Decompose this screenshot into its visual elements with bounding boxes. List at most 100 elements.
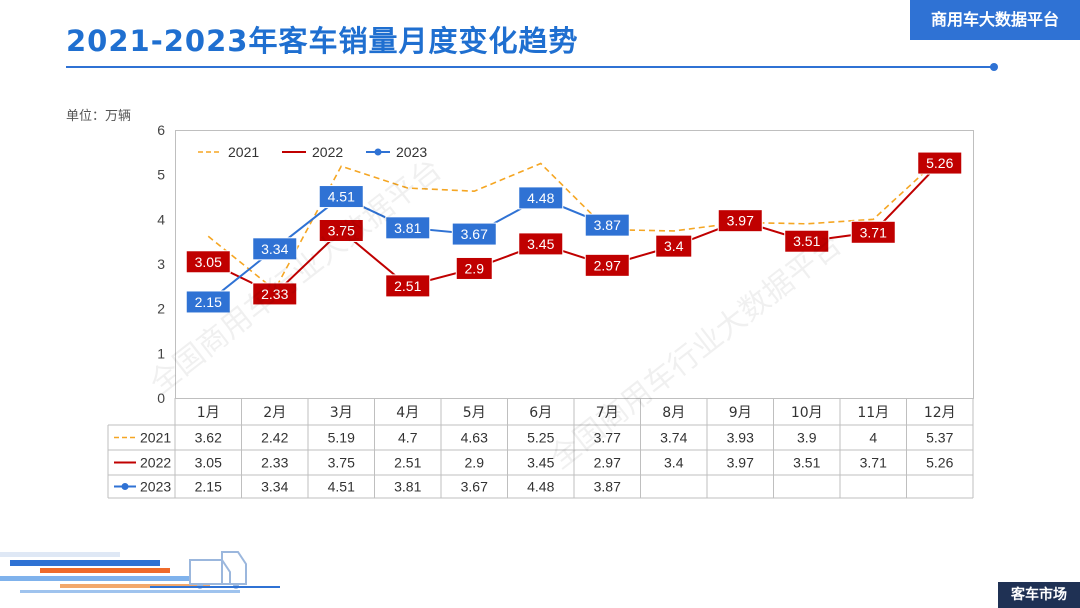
table-row-2021: 2021 3.62 2.42 5.19 4.7 4.63 5.25 3.77 3.74 3.93 3… (114, 430, 954, 446)
table-cell: 3.77 (594, 430, 621, 446)
svg-text:3.67: 3.67 (461, 226, 488, 242)
unit-label: 单位：万辆 (66, 109, 132, 124)
watermark: 全国商用车行业大数据平台 全国商用车行业大数据平台 (143, 152, 848, 476)
table-cell: 3.51 (793, 455, 820, 471)
x-tick-label: 2月 (263, 405, 286, 421)
table-cell: 3.9 (797, 430, 817, 446)
x-tick-label: 4月 (396, 405, 419, 421)
table-cell: 4.63 (461, 430, 488, 446)
table-cell: 3.87 (594, 479, 621, 495)
svg-text:2.97: 2.97 (594, 257, 621, 273)
svg-text:2.33: 2.33 (261, 286, 288, 302)
table-cell: 3.93 (727, 430, 754, 446)
svg-text:3.75: 3.75 (328, 223, 355, 239)
svg-text:3.87: 3.87 (594, 217, 621, 233)
svg-text:5.26: 5.26 (926, 155, 953, 171)
svg-text:2023: 2023 (396, 144, 427, 160)
x-tick-label: 1月 (197, 405, 220, 421)
table-cell: 3.97 (727, 455, 754, 471)
data-label-2022: 2.51 (385, 274, 431, 298)
data-label-2022: 3.71 (850, 220, 896, 244)
svg-text:4.48: 4.48 (527, 190, 554, 206)
table-cell: 3.05 (195, 455, 222, 471)
table-cell: 3.45 (527, 455, 554, 471)
data-label-2023: 2.15 (185, 290, 231, 314)
legend-entry-2023: 2023 (366, 144, 427, 160)
svg-text:4.51: 4.51 (328, 189, 355, 205)
table-row-2022: 2022 3.05 2.33 3.75 2.51 2.9 3.45 2.97 3.4 3.97 3.… (114, 455, 954, 471)
table-cell: 4.48 (527, 479, 554, 495)
table-cell: 5.25 (527, 430, 554, 446)
legend-entry-2022: 2022 (282, 144, 343, 160)
svg-text:3.4: 3.4 (664, 238, 684, 254)
svg-text:2021: 2021 (140, 430, 171, 446)
table-cell: 2.9 (465, 455, 485, 471)
table-cell: 3.81 (394, 479, 421, 495)
table-cell: 3.71 (860, 455, 887, 471)
y-tick-label: 4 (157, 211, 165, 227)
table-cell: 3.74 (660, 430, 687, 446)
y-tick-label: 5 (157, 167, 165, 183)
table-cell: 4 (869, 430, 877, 446)
data-label-2022: 2.33 (252, 282, 298, 306)
svg-text:2.9: 2.9 (465, 260, 485, 276)
table-cell: 5.37 (926, 430, 953, 446)
table-cell: 3.62 (195, 430, 222, 446)
svg-text:3.81: 3.81 (394, 220, 421, 236)
table-cell: 4.7 (398, 430, 418, 446)
data-label-2022: 3.45 (518, 232, 564, 256)
brand-badge: 商用车大数据平台 (910, 0, 1080, 40)
svg-text:2023: 2023 (140, 479, 171, 495)
data-label-2022: 2.9 (455, 256, 493, 280)
data-label-2023: 3.34 (252, 237, 298, 261)
data-label-2022: 3.97 (717, 209, 763, 233)
table-cell: 5.19 (328, 430, 355, 446)
table-cell: 3.4 (664, 455, 684, 471)
x-tick-label: 9月 (729, 405, 752, 421)
data-label-2022: 3.05 (185, 250, 231, 274)
data-label-2023: 3.87 (584, 213, 630, 237)
x-tick-label: 10月 (791, 405, 823, 421)
truck-decoration-icon (0, 551, 280, 593)
svg-text:2022: 2022 (140, 455, 171, 471)
y-tick-label: 2 (157, 301, 165, 317)
data-label-2022: 3.4 (655, 234, 693, 258)
svg-text:3.97: 3.97 (727, 213, 754, 229)
svg-text:2022: 2022 (312, 144, 343, 160)
x-tick-label: 7月 (596, 405, 619, 421)
title-underline (66, 66, 996, 68)
svg-text:2.51: 2.51 (394, 278, 421, 294)
table-cell: 2.33 (261, 455, 288, 471)
x-tick-label: 8月 (662, 405, 685, 421)
data-label-2022: 5.26 (917, 151, 963, 175)
svg-text:2.15: 2.15 (195, 294, 222, 310)
y-tick-label: 1 (157, 345, 165, 361)
data-label-2023: 4.51 (318, 185, 364, 209)
svg-text:2021: 2021 (228, 144, 259, 160)
x-tick-label: 5月 (463, 405, 486, 421)
data-label-2022: 3.51 (784, 229, 830, 253)
table-cell: 3.67 (461, 479, 488, 495)
x-tick-label: 11月 (857, 405, 889, 421)
y-tick-label: 3 (157, 256, 165, 272)
data-label-2023: 3.81 (385, 216, 431, 240)
market-tag: 客车市场 (998, 582, 1080, 608)
data-label-2023: 3.67 (451, 222, 497, 246)
table-cell: 3.34 (261, 479, 288, 495)
legend-entry-2021: 2021 (198, 144, 259, 160)
svg-text:3.34: 3.34 (261, 241, 288, 257)
svg-text:3.45: 3.45 (527, 236, 554, 252)
page-title: 2021-2023年客车销量月度变化趋势 (66, 24, 579, 58)
y-tick-label: 6 (157, 122, 165, 138)
table-cell: 2.97 (594, 455, 621, 471)
svg-text:3.05: 3.05 (195, 254, 222, 270)
x-tick-label: 12月 (924, 405, 956, 421)
data-label-2023: 4.48 (518, 186, 564, 210)
title-underline-dot (990, 63, 998, 71)
table-cell: 3.75 (328, 455, 355, 471)
table-cell: 2.15 (195, 479, 222, 495)
data-label-2022: 3.75 (318, 219, 364, 242)
table-cell: 2.42 (261, 430, 288, 446)
x-tick-label: 3月 (330, 405, 353, 421)
